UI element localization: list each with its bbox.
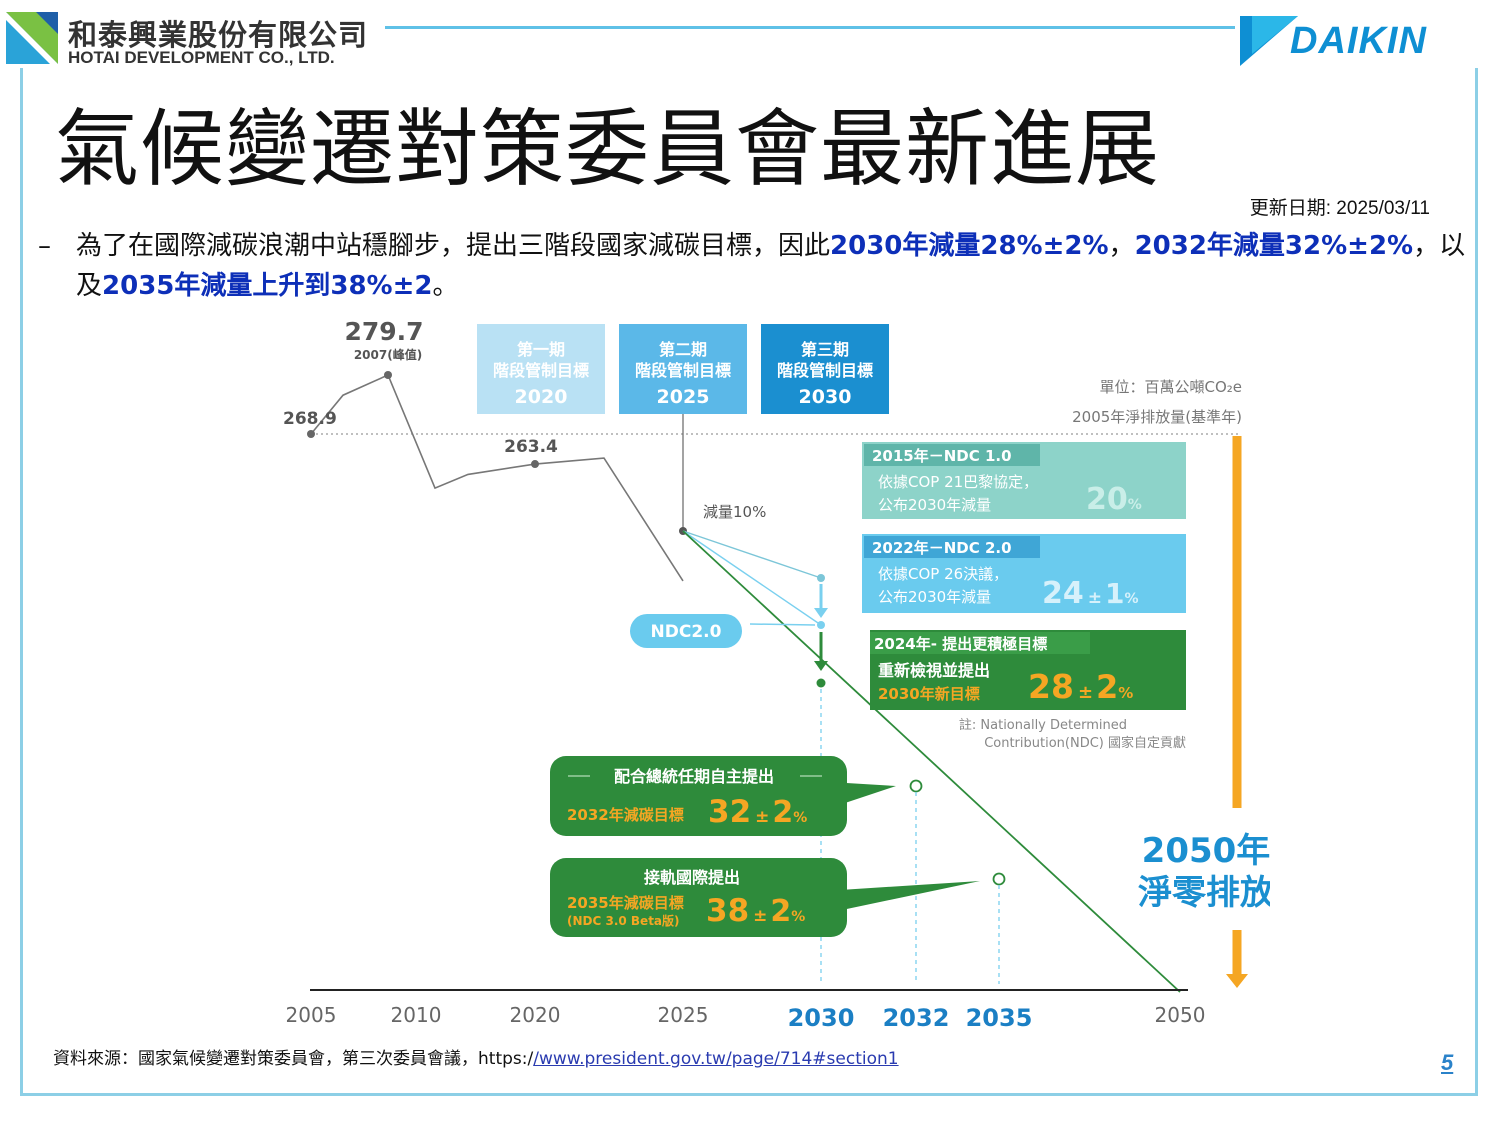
bullet-part1: 為了在國際減碳浪潮中站穩腳步，提出三階段國家減碳目標，因此 (76, 231, 831, 261)
x-tick-2025: 2025 (658, 1003, 709, 1027)
ndc2-down-arrow (814, 632, 828, 671)
ndc-2024-line1: 重新檢視並提出 (878, 661, 990, 680)
ndc1-down-arrow (814, 584, 828, 618)
emissions-chart: 單位：百萬公噸CO₂e 2005年淨排放量(基準年) 第一期 階段管制目標 20… (283, 317, 1270, 1032)
bullet-sep1: ， (1108, 231, 1135, 261)
source-citation: 資料來源：國家氣候變遷對策委員會，第三次委員會議，https://www.pre… (53, 1044, 899, 1069)
callout-2035: 接軌國際提出 2035年減碳目標 (NDC 3.0 Beta版) 38 ±2% (550, 858, 980, 937)
source-prefix: 資料來源：國家氣候變遷對策委員會，第三次委員會議，https:/ (53, 1049, 534, 1069)
target-projection-line (682, 530, 1181, 993)
ndc-box-2015: 2015年－NDC 1.0 依據COP 21巴黎協定， 公布2030年減量 20… (862, 442, 1186, 519)
callout-2032-value: 32 ±2% (708, 794, 807, 830)
ndc-2022-head: 2022年－NDC 2.0 (872, 539, 1012, 557)
ndc-2015-value: 20% (1086, 482, 1142, 517)
bullet-end: 。 (432, 271, 459, 301)
ndc-box-2022: 2022年－NDC 2.0 依據COP 26決議， 公布2030年減量 24 ±1… (862, 534, 1186, 613)
unit-label: 單位：百萬公噸CO₂e (1099, 378, 1242, 396)
highlight-2030: 2030年減量28%±2% (830, 231, 1109, 261)
x-tick-2020: 2020 (510, 1003, 561, 1027)
bullet-text: 為了在國際減碳浪潮中站穩腳步，提出三階段國家減碳目標，因此2030年減量28%±… (76, 226, 1476, 306)
callout-2035-value: 38 ±2% (706, 893, 805, 929)
update-date: 更新日期: 2025/03/11 (1249, 198, 1430, 219)
note-line2: Contribution(NDC) 國家自定貢獻 (984, 735, 1186, 751)
phase-2-year: 2025 (657, 386, 710, 408)
x-tick-2030: 2030 (788, 1004, 855, 1032)
ndc-2024-line2: 2030年新目標 (878, 685, 980, 703)
phase-1-line1: 第一期 (517, 340, 565, 359)
daikin-logo-icon (1240, 16, 1298, 66)
ndc2-label: NDC2.0 (651, 622, 722, 642)
x-tick-2032: 2032 (883, 1004, 950, 1032)
target-2035-point (992, 872, 1006, 886)
phase-1-year: 2020 (515, 386, 568, 408)
ndc-2015-head: 2015年－NDC 1.0 (872, 447, 1012, 465)
page-number: 5 (1441, 1050, 1454, 1075)
callout-2032: 配合總統任期自主提出 2032年減碳目標 32 ±2% (550, 756, 896, 836)
netzero-arrowhead-icon (1226, 974, 1248, 988)
bullet-dash: – (38, 231, 51, 261)
history-sublabel-2007: 2007(峰值) (354, 347, 422, 362)
history-label-2007: 279.7 (344, 317, 423, 346)
note-line1: 註: Nationally Determined (959, 718, 1127, 733)
ndc2-projection-line (682, 530, 822, 626)
target-2032-point (909, 779, 923, 793)
company-name-en: HOTAI DEVELOPMENT CO., LTD. (68, 48, 335, 67)
page-title: 氣候變遷對策委員會最新進展 (55, 100, 1161, 198)
x-tick-2050: 2050 (1155, 1003, 1206, 1027)
company-name-zh: 和泰興業股份有限公司 (68, 18, 369, 52)
ndc-2022-line2: 公布2030年減量 (878, 588, 991, 606)
highlight-2035: 2035年減量上升到38%±2 (102, 271, 433, 301)
ndc-box-2024: 2024年- 提出更積極目標 重新檢視並提出 2030年新目標 28 ±2% (870, 630, 1186, 710)
reduction-2025-label: 減量10% (703, 503, 766, 521)
ndc-2022-value: 24 ±1% (1042, 576, 1139, 611)
history-line (310, 373, 684, 582)
ndc2-point (817, 621, 825, 629)
ndc-2015-line2: 公布2030年減量 (878, 496, 991, 514)
callout-2035-label2: (NDC 3.0 Beta版) (567, 913, 680, 928)
x-tick-2035: 2035 (966, 1004, 1033, 1032)
x-tick-2010: 2010 (391, 1003, 442, 1027)
source-link[interactable]: /www.president.gov.tw/page/714#section1 (533, 1049, 899, 1069)
history-label-2005: 268.9 (283, 409, 337, 429)
callout-2035-label1: 2035年減碳目標 (567, 894, 684, 912)
netzero-line2: 淨零排放 (1138, 873, 1270, 913)
x-tick-2005: 2005 (286, 1003, 337, 1027)
slide-frame (20, 68, 1478, 1096)
callout-2035-head: 接軌國際提出 (644, 868, 740, 887)
ndc1-projection-line (682, 530, 822, 579)
netzero-line1: 2050年 (1142, 831, 1270, 871)
phase-3-line2: 階段管制目標 (777, 361, 873, 380)
ndc-2024-value: 28 ±2% (1028, 667, 1133, 706)
ndc2-label-pill: NDC2.0 (630, 614, 816, 648)
baseline-label: 2005年淨排放量(基準年) (1072, 408, 1242, 426)
phase-2-line2: 階段管制目標 (635, 361, 731, 380)
history-point-2005 (307, 430, 315, 438)
hotai-logo-icon (6, 12, 58, 64)
history-label-2020: 263.4 (504, 437, 558, 457)
ndc-2024-head: 2024年- 提出更積極目標 (874, 635, 1047, 653)
ndc1-point (817, 574, 825, 582)
phase-box-3: 第三期 階段管制目標 2030 (761, 324, 889, 414)
phase-3-line1: 第三期 (801, 340, 849, 359)
ndc-2015-line1: 依據COP 21巴黎協定， (878, 473, 1038, 491)
history-point-2007 (384, 371, 392, 379)
callout-2032-label: 2032年減碳目標 (567, 806, 684, 824)
phase-box-1: 第一期 階段管制目標 2020 (477, 324, 605, 414)
ndc-2022-line1: 依據COP 26決議， (878, 565, 1008, 583)
phase-2-line1: 第二期 (659, 340, 707, 359)
phase-3-year: 2030 (799, 386, 852, 408)
daikin-wordmark: DAIKIN (1290, 20, 1427, 62)
phase-box-2: 第二期 階段管制目標 2025 (619, 324, 747, 414)
callout-2032-head: 配合總統任期自主提出 (614, 767, 774, 786)
target-2030-point (816, 678, 826, 688)
highlight-2032: 2032年減量32%±2% (1134, 231, 1414, 261)
bullet-sep2: ，以及 (76, 231, 1466, 301)
phase-1-line2: 階段管制目標 (493, 361, 589, 380)
history-point-2020 (531, 460, 539, 469)
header-rule (385, 26, 1235, 29)
